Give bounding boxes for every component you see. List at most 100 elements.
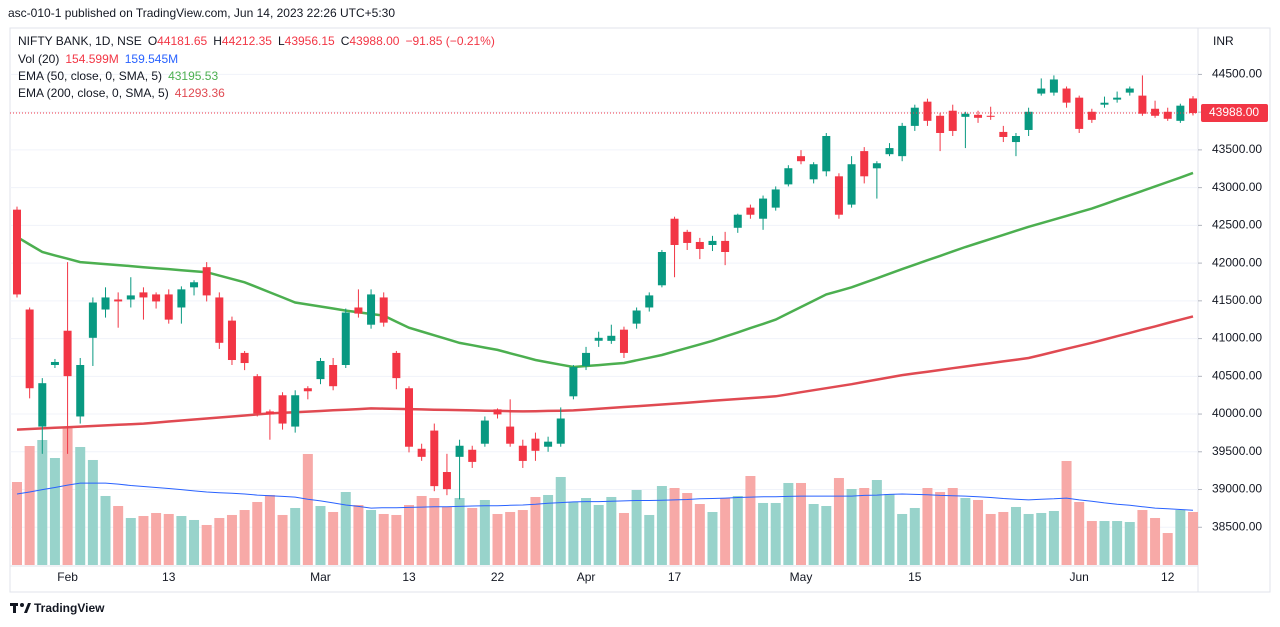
volume-bar <box>138 516 149 565</box>
candle-body <box>923 101 932 121</box>
indicator-value: 159.545M <box>125 52 178 66</box>
last-price-box <box>1201 104 1268 123</box>
x-tick-label: Feb <box>57 570 78 584</box>
indicator-value: 154.599M <box>65 52 118 66</box>
candle-body <box>544 441 553 447</box>
volume-bar <box>113 505 124 565</box>
candle-body <box>1138 95 1147 114</box>
y-tick-label: 42000.00 <box>1212 255 1262 269</box>
plot-area <box>10 73 1198 565</box>
candle-body <box>1189 98 1197 114</box>
candle-body <box>885 148 894 155</box>
candle-body <box>430 430 439 487</box>
candle-body <box>101 297 110 310</box>
candle-body <box>619 329 628 353</box>
candle-body <box>860 151 869 177</box>
candle-body <box>834 176 843 215</box>
volume-bar <box>833 477 844 565</box>
tv-logo <box>10 603 31 613</box>
candle-body <box>468 449 477 462</box>
volume-bar <box>163 513 174 565</box>
legend-ohlc-value: 43988.00 <box>349 34 399 48</box>
volume-bar <box>1137 510 1148 565</box>
candle-body <box>417 448 426 457</box>
volume-bar <box>366 510 377 565</box>
candle-body <box>379 297 388 323</box>
candle-body <box>708 240 717 245</box>
volume-bar <box>859 487 870 565</box>
volume-bar <box>935 492 946 565</box>
candle-body <box>898 125 907 157</box>
legend: NIFTY BANK, 1D, NSE O44181.65 H44212.35 L43… <box>18 34 495 100</box>
legend-row: EMA (50, close, 0, SMA, 5) 43195.53 <box>18 69 218 83</box>
volume-bar <box>758 502 769 565</box>
volume-bar <box>909 507 920 565</box>
candle-body <box>1087 111 1096 120</box>
volume-bar <box>846 488 857 565</box>
y-tick-label: 42500.00 <box>1212 218 1262 232</box>
x-tick-label: 12 <box>1161 570 1175 584</box>
volume-bar <box>897 513 908 565</box>
volume-bar <box>581 498 592 565</box>
y-tick-label: 40500.00 <box>1212 368 1262 382</box>
volume-bar <box>745 475 756 565</box>
volume-bar <box>618 512 629 565</box>
candle-body <box>405 388 413 447</box>
legend-row: Vol (20) 154.599M 159.545M <box>18 52 178 66</box>
volume-bar <box>100 495 111 565</box>
volume-bar <box>960 498 971 565</box>
candle-body <box>215 297 224 343</box>
volume-bar <box>416 495 427 565</box>
candle-body <box>632 310 641 324</box>
candle-body <box>872 163 881 169</box>
candle-body <box>493 409 502 415</box>
volume-bar <box>404 505 414 565</box>
volume-bar <box>707 511 718 565</box>
volume-bar <box>49 457 60 565</box>
legend-change: −91.85 (−0.21%) <box>405 34 494 48</box>
candle-body <box>759 198 768 219</box>
candle-body <box>480 420 489 444</box>
legend-ohlc-key: O <box>148 34 157 48</box>
volume-bar <box>1162 533 1173 565</box>
candle-body <box>607 335 616 341</box>
candle-body <box>367 294 376 325</box>
candle-body <box>265 411 274 415</box>
volume-bar <box>732 495 743 565</box>
volume-bar <box>277 514 288 565</box>
volume-bar <box>429 498 440 565</box>
candle-body <box>1151 108 1160 116</box>
volume-bar <box>517 510 528 565</box>
ema-line <box>16 171 1194 369</box>
candle-body <box>582 352 591 367</box>
legend-ohlc-value: 43956.15 <box>285 34 335 48</box>
volume-bar <box>669 487 680 565</box>
volume-bar <box>1023 513 1034 565</box>
volume-bar <box>239 510 250 565</box>
candle-body <box>518 445 527 461</box>
volume-bar <box>1061 460 1072 565</box>
candle-body <box>152 294 161 302</box>
candle-body <box>1037 88 1046 94</box>
candle-body <box>1024 111 1033 130</box>
x-tick-label: 22 <box>491 570 505 584</box>
volume-bar <box>226 514 237 565</box>
candle-body <box>1125 88 1134 93</box>
volume-bar <box>62 428 73 565</box>
volume-bar <box>315 505 326 565</box>
volume-bar <box>492 513 503 565</box>
candle-body <box>670 218 679 245</box>
candle-body <box>1011 136 1020 143</box>
x-tick-label: 13 <box>162 570 176 584</box>
volume-bar <box>543 494 554 565</box>
candle-body <box>291 395 300 427</box>
y-tick-label: 38500.00 <box>1212 519 1262 533</box>
volume-bar <box>1112 521 1123 565</box>
volume-bar <box>189 519 200 565</box>
volume-bar <box>505 511 516 565</box>
candle-body <box>354 307 363 314</box>
candle-body <box>13 209 21 295</box>
candle-body <box>50 361 59 365</box>
candle-body <box>1113 97 1122 100</box>
